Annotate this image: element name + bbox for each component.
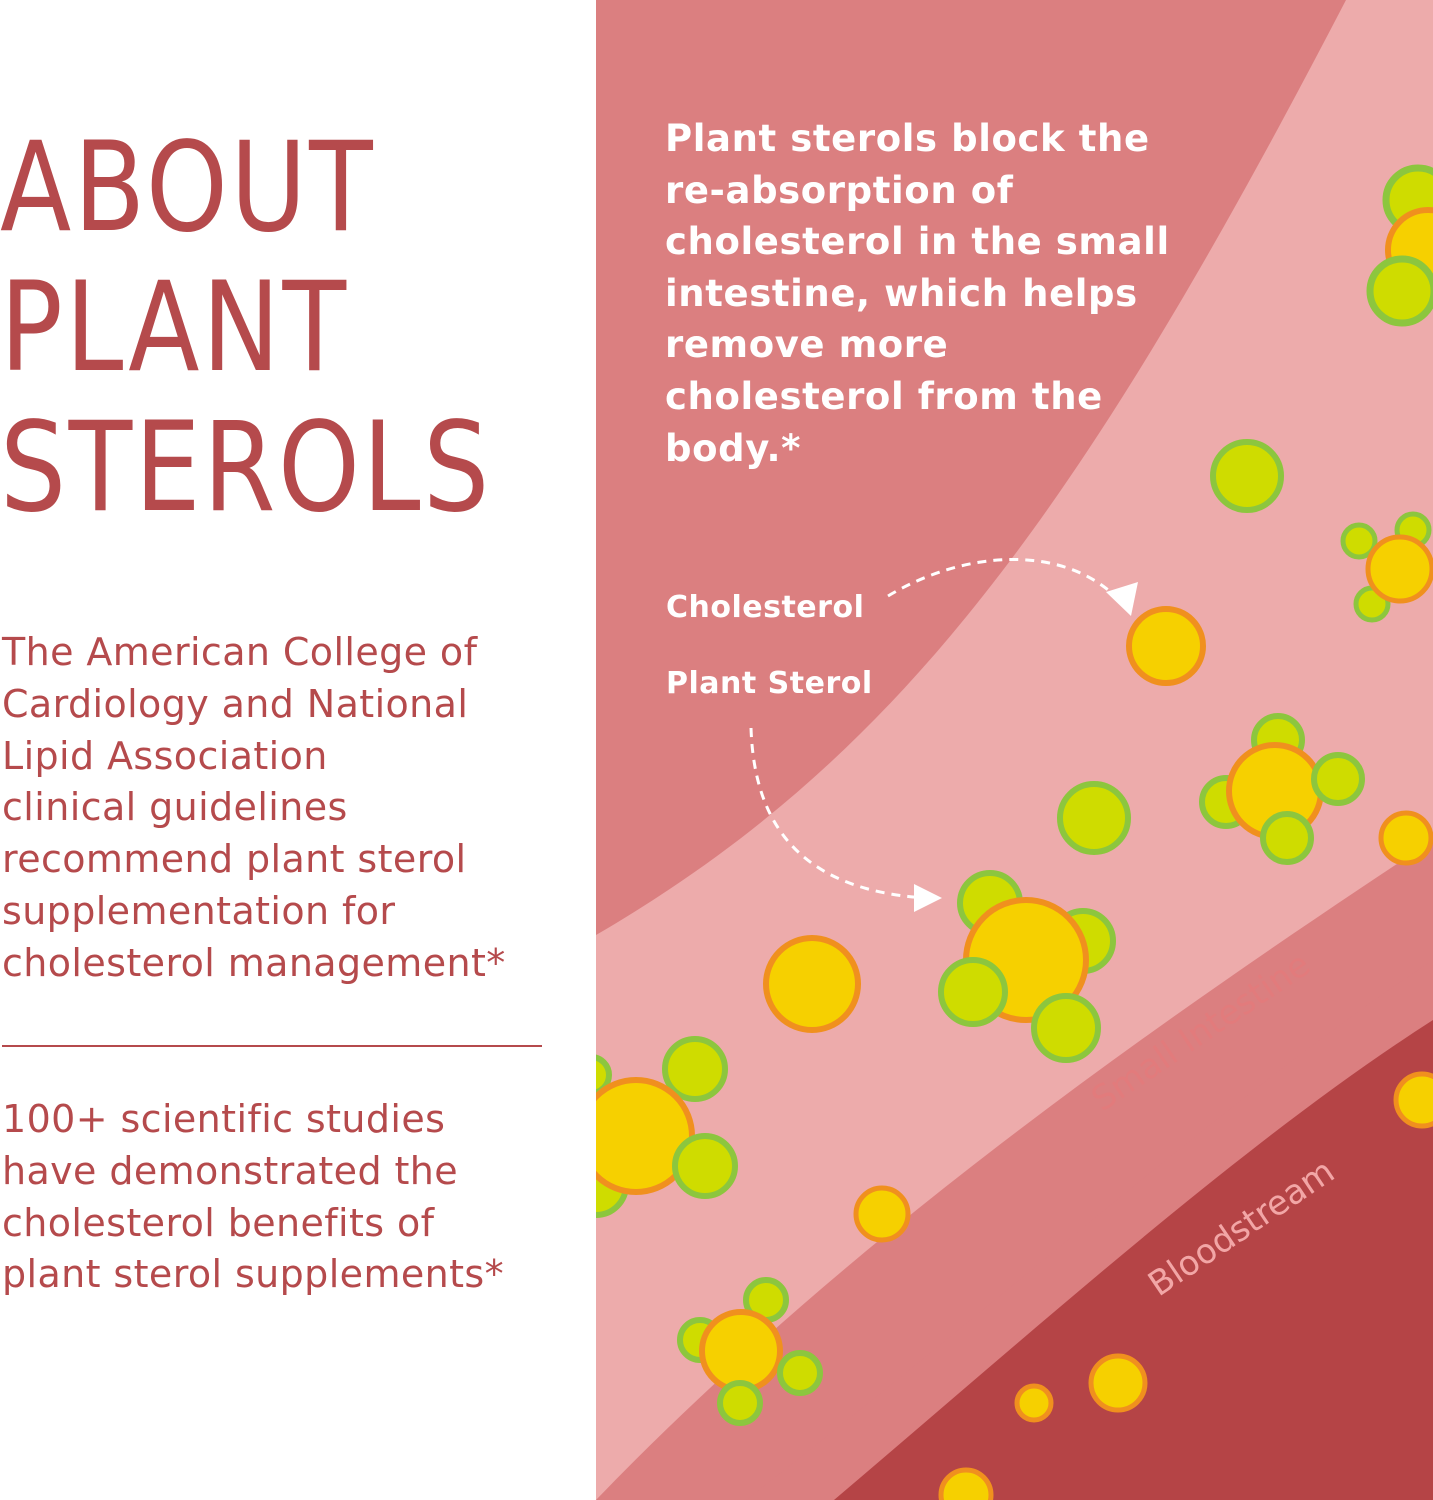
- paragraph-line: recommend plant sterol: [2, 837, 467, 882]
- cholesterol-molecule: [853, 1185, 911, 1243]
- paragraph-line: cholesterol management*: [2, 940, 506, 985]
- description-line: cholesterol from the: [665, 374, 1103, 418]
- small-intestine-band: [596, 0, 1433, 1500]
- guidelines-paragraph: The American College of Cardiology and N…: [2, 627, 506, 990]
- sterol-cluster-bottom: [677, 1277, 823, 1426]
- paragraph-line: cholesterol benefits of: [2, 1200, 435, 1245]
- title-line: STEROLS: [0, 396, 492, 540]
- bloodstream-band: [834, 1020, 1433, 1500]
- paragraph-line: clinical guidelines: [2, 785, 348, 830]
- plant-sterol-arrow-line: [749, 727, 927, 900]
- cholesterol-molecule: [938, 1467, 994, 1500]
- description-line: body.*: [665, 426, 802, 470]
- paragraph-line: Cardiology and National: [2, 681, 469, 726]
- description-line: intestine, which helps: [665, 271, 1138, 315]
- cholesterol-label: Cholesterol: [666, 590, 865, 625]
- intestine-illustration: Plant sterols block the re-absorption of…: [596, 0, 1433, 1500]
- plant-sterol-arrowhead: [914, 884, 942, 912]
- cholesterol-molecule: [1378, 810, 1433, 866]
- description-line: remove more: [665, 323, 949, 367]
- plant-sterol-molecule: [1210, 439, 1284, 513]
- paragraph-line: 100+ scientific studies: [2, 1097, 446, 1141]
- paragraph-line: plant sterol supplements*: [2, 1252, 505, 1297]
- sterol-cluster: [1199, 713, 1365, 865]
- sterol-cluster-top-right: [1366, 164, 1433, 327]
- paragraph-line: The American College of: [2, 630, 478, 674]
- lower-tissue-band: [746, 960, 1433, 1500]
- title-line: PLANT: [0, 256, 349, 400]
- paragraph-line: have demonstrated the: [2, 1148, 459, 1193]
- description-line: cholesterol in the small: [665, 220, 1170, 264]
- page-title: ABOUT PLANT STEROLS: [0, 118, 492, 538]
- section-divider: [2, 1045, 542, 1047]
- description-line: re-absorption of: [665, 168, 1014, 212]
- cholesterol-molecule: [1126, 606, 1206, 686]
- cholesterol-molecule: [1014, 1383, 1054, 1423]
- sterol-cluster: [1340, 511, 1433, 623]
- plant-sterol-label: Plant Sterol: [666, 666, 873, 701]
- paragraph-line: Lipid Association: [2, 733, 328, 778]
- molecules: [596, 164, 1433, 1500]
- illustration-graphic: [596, 0, 1433, 1500]
- sterol-cluster-left: [596, 1036, 738, 1218]
- cholesterol-molecule: [763, 935, 861, 1033]
- cholesterol-arrow-line: [887, 557, 1130, 611]
- plant-sterol-molecule: [1057, 781, 1131, 855]
- title-line: ABOUT: [0, 116, 376, 260]
- cholesterol-molecule: [1393, 1071, 1433, 1129]
- sterol-cluster-center: [938, 870, 1116, 1063]
- cholesterol-molecule: [1088, 1353, 1148, 1413]
- paragraph-line: supplementation for: [2, 888, 396, 933]
- mechanism-description: Plant sterols block the re-absorption of…: [665, 113, 1170, 474]
- description-line: Plant sterols block the: [665, 117, 1150, 160]
- info-panel: ABOUT PLANT STEROLS The American College…: [0, 0, 596, 1500]
- cholesterol-arrowhead: [1106, 582, 1138, 616]
- studies-paragraph: 100+ scientific studies have demonstrate…: [2, 1094, 504, 1301]
